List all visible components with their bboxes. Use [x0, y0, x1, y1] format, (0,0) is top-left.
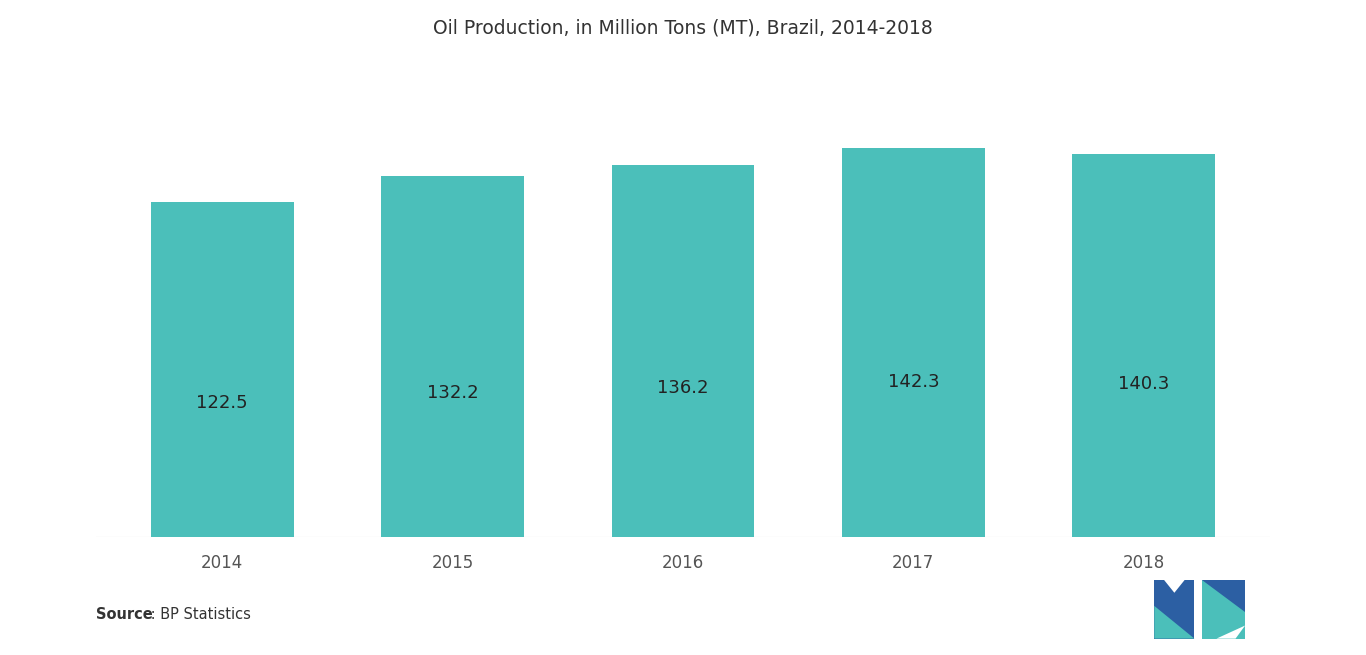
Text: 142.3: 142.3	[888, 373, 940, 390]
Bar	[381, 176, 525, 537]
Polygon shape	[1202, 580, 1246, 639]
Text: 140.3: 140.3	[1117, 375, 1169, 393]
Bar	[1072, 154, 1216, 537]
Text: 122.5: 122.5	[197, 394, 249, 412]
Bar	[150, 202, 294, 537]
Bar	[841, 148, 985, 537]
Polygon shape	[1217, 626, 1246, 639]
Title: Oil Production, in Million Tons (MT), Brazil, 2014-2018: Oil Production, in Million Tons (MT), Br…	[433, 19, 933, 38]
Polygon shape	[1154, 606, 1194, 639]
Text: 132.2: 132.2	[426, 384, 478, 402]
Text: 136.2: 136.2	[657, 379, 709, 397]
Polygon shape	[1154, 580, 1194, 639]
Polygon shape	[1164, 580, 1184, 593]
Text: : BP Statistics: : BP Statistics	[146, 607, 251, 622]
Polygon shape	[1202, 580, 1246, 612]
Bar	[612, 165, 754, 537]
Text: Source: Source	[96, 607, 153, 622]
